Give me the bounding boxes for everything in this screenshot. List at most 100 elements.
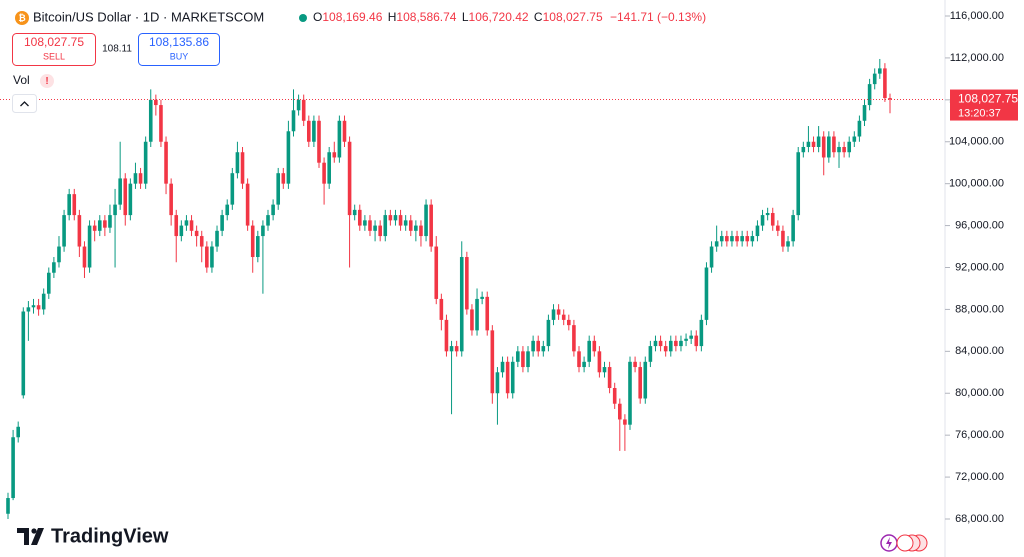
candle-body <box>87 225 92 268</box>
candle-body <box>781 230 785 247</box>
candle-body <box>628 361 632 425</box>
candle-body <box>419 225 423 237</box>
collapse-button[interactable] <box>12 94 37 113</box>
candle-body <box>11 437 15 499</box>
candle-body <box>689 335 693 339</box>
candle-body <box>816 136 821 147</box>
candle-body <box>6 498 10 514</box>
candle-body <box>388 215 393 221</box>
sell-button[interactable]: 108,027.75 SELL <box>12 33 96 66</box>
candle-body <box>760 215 765 226</box>
candle-body <box>556 309 561 315</box>
sell-box[interactable] <box>12 33 96 66</box>
candle-body <box>301 99 306 121</box>
candle-body <box>296 99 301 111</box>
candle-body <box>521 351 525 368</box>
candle-body <box>271 204 275 216</box>
candle-body <box>357 209 362 226</box>
candle-body <box>230 173 235 205</box>
candle-body <box>414 225 418 231</box>
flag-icon[interactable] <box>896 534 914 552</box>
candle-body <box>72 194 77 216</box>
candle-body <box>597 351 602 373</box>
candle-body <box>735 236 739 242</box>
sell-price[interactable]: 108,027.75 <box>24 35 84 49</box>
candle-body <box>832 136 836 153</box>
candle-body <box>454 346 459 352</box>
ohlc-key: L <box>462 10 469 24</box>
candle-body <box>878 68 882 74</box>
candle-body <box>256 236 260 258</box>
indicator-name[interactable]: Vol <box>13 73 30 87</box>
candle-body <box>169 183 173 216</box>
candle-body <box>393 215 398 221</box>
flash-glyph[interactable] <box>886 537 892 549</box>
bitcoin-icon <box>15 11 29 25</box>
candle-body <box>811 141 816 147</box>
candle-body <box>103 220 107 228</box>
collapse-icon[interactable] <box>20 101 29 107</box>
candle-body <box>174 215 179 237</box>
candle-body <box>607 367 612 389</box>
candle-body <box>633 361 637 368</box>
logo-mark <box>31 528 37 534</box>
candle-body <box>663 346 668 352</box>
y-tick-label: 80,000.00 <box>955 387 1004 399</box>
candle-body <box>883 68 887 99</box>
candle-body <box>286 131 291 184</box>
candle-body <box>561 314 566 320</box>
candle-body <box>67 194 71 216</box>
candle-body <box>429 204 433 247</box>
buy-button[interactable]: 108,135.86 BUY <box>138 33 220 66</box>
sell-label[interactable]: SELL <box>43 51 65 61</box>
candle-body <box>796 152 801 216</box>
warning-mark[interactable]: ! <box>45 76 48 87</box>
candle-body <box>179 225 184 237</box>
candle-body <box>317 120 321 163</box>
candle-body <box>189 220 194 231</box>
candle-body <box>888 98 892 100</box>
y-tick-label: 100,000.00 <box>949 178 1004 190</box>
candle-body <box>623 419 627 425</box>
candle-body <box>250 225 255 258</box>
candle-body <box>770 213 775 226</box>
candle-body <box>567 319 571 326</box>
candle-body <box>806 141 811 147</box>
y-tick-label: 104,000.00 <box>949 136 1004 148</box>
bitcoin-glyph: ₿ <box>18 13 25 23</box>
candle-body <box>709 246 714 268</box>
candle-body <box>164 141 168 184</box>
candle-body <box>862 105 867 121</box>
countdown: 13:20:37 <box>958 107 1001 119</box>
candle-body <box>26 307 31 312</box>
candle-body <box>261 225 265 237</box>
warning-badge[interactable] <box>40 74 54 88</box>
candle-body <box>612 388 617 404</box>
y-tick-label: 92,000.00 <box>955 261 1004 273</box>
candle-body <box>424 204 428 237</box>
candle-body <box>444 319 449 352</box>
candle-body <box>327 152 331 184</box>
logo: TradingView <box>17 525 169 547</box>
candle-body <box>470 309 474 331</box>
buy-box[interactable] <box>138 33 220 66</box>
logo-mark <box>31 528 44 545</box>
candle-body <box>439 298 444 320</box>
buy-price[interactable]: 108,135.86 <box>149 35 209 49</box>
y-tick-label: 88,000.00 <box>955 303 1004 315</box>
candle-body <box>704 267 709 320</box>
candle-body <box>505 361 510 394</box>
candle-body <box>679 340 683 347</box>
candle-body <box>500 361 505 373</box>
buy-label[interactable]: BUY <box>170 51 189 61</box>
candle-body <box>776 225 780 231</box>
candle-body <box>62 215 66 247</box>
candle-body <box>725 236 729 242</box>
candle-body <box>847 141 852 153</box>
candle-body <box>108 215 112 228</box>
candle-body <box>57 246 61 263</box>
candle-body <box>587 340 592 362</box>
ohlc-key: H <box>388 10 397 24</box>
